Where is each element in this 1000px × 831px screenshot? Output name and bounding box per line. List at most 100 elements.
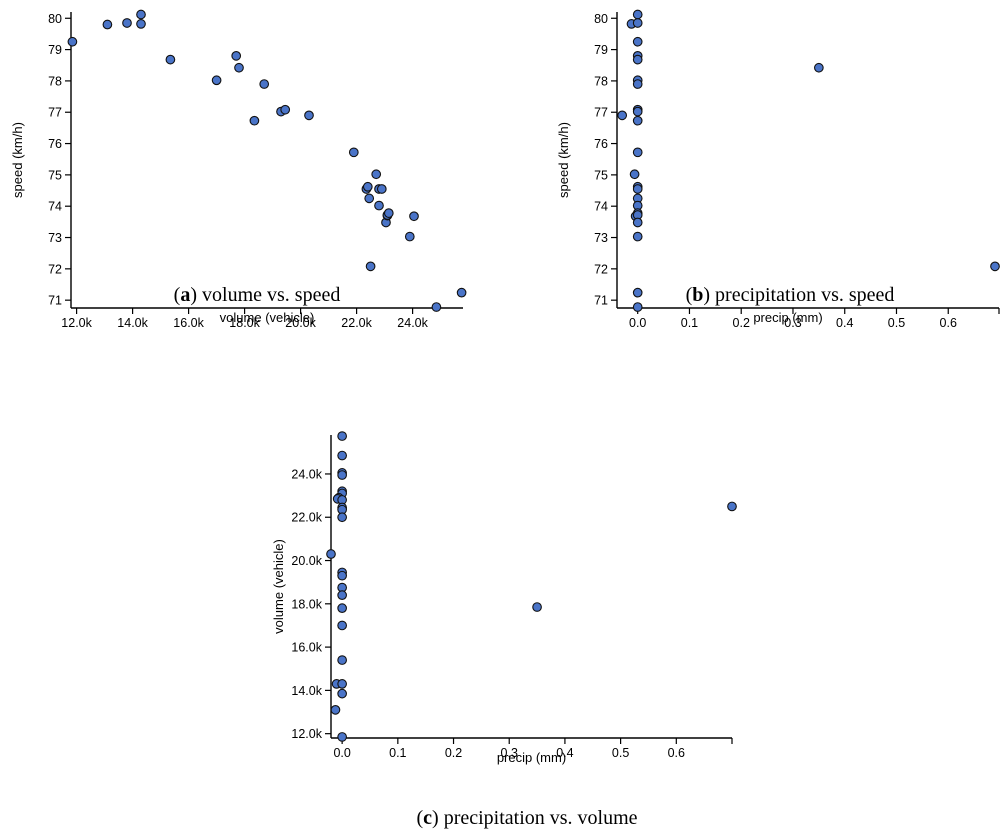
data-point bbox=[337, 431, 347, 441]
x-tick-label: 0.3 bbox=[784, 316, 801, 330]
y-tick-label: 16.0k bbox=[291, 641, 322, 655]
data-point bbox=[337, 590, 347, 601]
data-point bbox=[337, 655, 347, 665]
y-tick-label: 80 bbox=[594, 12, 608, 26]
caption-c: (c) precipitation vs. volume bbox=[416, 807, 637, 829]
y-tick-label: 76 bbox=[594, 137, 608, 151]
data-point bbox=[404, 231, 415, 242]
x-tick-label: 0.6 bbox=[668, 746, 685, 760]
scatter-chart-precip-vs-volume: 0.0 0.1 0.2 0.3 0.4 0.5 0.6 12.0k 14.0k 16.0k 18.0… bbox=[271, 431, 737, 765]
caption-a: (a) volume vs. speed bbox=[174, 284, 341, 306]
data-point bbox=[304, 110, 314, 121]
data-point bbox=[374, 200, 384, 211]
y-tick-label: 74 bbox=[48, 200, 62, 214]
y-axis-title: speed (km/h) bbox=[10, 122, 25, 198]
data-point bbox=[211, 75, 222, 86]
x-axis-title: precip (mm) bbox=[753, 310, 822, 325]
y-tick-label: 79 bbox=[594, 43, 608, 57]
data-point bbox=[337, 620, 347, 631]
caption-b: (b) precipitation vs. speed bbox=[686, 284, 895, 306]
y-tick-label: 18.0k bbox=[291, 597, 322, 611]
x-tick-label: 0.1 bbox=[681, 316, 698, 330]
x-tick-label: 0.4 bbox=[836, 316, 853, 330]
x-tick-label: 0.0 bbox=[629, 316, 646, 330]
data-point bbox=[632, 54, 643, 65]
data-point bbox=[234, 62, 244, 73]
x-tick-label: 14.0k bbox=[117, 316, 148, 330]
x-axis-title: volume (vehicle) bbox=[220, 310, 315, 325]
scatter-chart-precip-vs-speed: 0.0 0.1 0.2 0.3 0.4 0.5 0.6 71 72 73 74 75 76 77 78 79 8… bbox=[556, 9, 1000, 330]
x-tick-label: 0.2 bbox=[445, 746, 462, 760]
data-point bbox=[364, 193, 375, 204]
x-tick-label: 20.0k bbox=[285, 316, 316, 330]
x-tick-label: 0.3 bbox=[501, 746, 518, 760]
data-point bbox=[280, 104, 291, 115]
x-tick-label: 0.1 bbox=[389, 746, 406, 760]
x-tick-label: 16.0k bbox=[173, 316, 204, 330]
data-point bbox=[632, 287, 643, 298]
data-point bbox=[814, 62, 824, 73]
x-tick-label: 24.0k bbox=[397, 316, 428, 330]
data-point bbox=[632, 9, 643, 20]
y-tick-label: 73 bbox=[48, 231, 62, 245]
data-point bbox=[632, 18, 643, 28]
x-tick-label: 12.0k bbox=[61, 316, 92, 330]
data-point bbox=[249, 115, 260, 126]
data-point bbox=[365, 261, 376, 272]
y-tick-label: 12.0k bbox=[291, 727, 322, 741]
scatter-chart-volume-vs-speed: 12.0k 14.0k 16.0k 18.0k 20.0k 22.0k 24.0k 71 72 7… bbox=[10, 9, 467, 330]
data-point bbox=[136, 9, 146, 20]
data-point bbox=[337, 688, 347, 699]
y-tick-label: 77 bbox=[48, 106, 62, 120]
y-tick-label: 71 bbox=[594, 294, 608, 308]
data-point bbox=[632, 231, 643, 242]
data-point bbox=[337, 470, 347, 480]
data-point bbox=[383, 208, 394, 218]
data-point bbox=[122, 18, 132, 28]
data-point bbox=[326, 549, 336, 559]
y-tick-label: 22.0k bbox=[291, 511, 322, 525]
y-tick-label: 72 bbox=[594, 262, 608, 276]
x-tick-label: 0.5 bbox=[888, 316, 905, 330]
data-point bbox=[990, 261, 1000, 272]
x-tick-label: 0.4 bbox=[556, 746, 573, 760]
data-point bbox=[632, 106, 643, 117]
y-tick-label: 78 bbox=[594, 74, 608, 88]
y-tick-label: 20.0k bbox=[291, 554, 322, 568]
data-point bbox=[231, 51, 242, 61]
data-point bbox=[727, 501, 737, 512]
y-tick-label: 72 bbox=[48, 262, 62, 276]
data-point bbox=[456, 287, 467, 298]
data-point bbox=[337, 603, 347, 613]
y-axis-title: volume (vehicle) bbox=[271, 539, 286, 634]
x-tick-label: 18.0k bbox=[229, 316, 260, 330]
data-point bbox=[136, 19, 146, 29]
y-tick-label: 73 bbox=[594, 231, 608, 245]
y-tick-label: 24.0k bbox=[291, 467, 322, 481]
data-point bbox=[632, 79, 643, 89]
x-tick-label: 0.2 bbox=[733, 316, 750, 330]
y-tick-label: 76 bbox=[48, 137, 62, 151]
data-point bbox=[362, 181, 373, 192]
data-point bbox=[337, 570, 347, 581]
data-point bbox=[431, 302, 442, 312]
x-tick-label: 0.6 bbox=[940, 316, 957, 330]
data-point bbox=[532, 602, 542, 612]
data-point bbox=[337, 450, 347, 461]
data-point bbox=[632, 184, 643, 194]
data-point bbox=[165, 54, 176, 65]
data-point bbox=[629, 169, 640, 180]
data-point bbox=[259, 79, 270, 89]
data-point bbox=[632, 302, 643, 312]
y-axis-title: speed (km/h) bbox=[556, 122, 571, 198]
data-point bbox=[409, 211, 419, 222]
y-tick-label: 14.0k bbox=[291, 684, 322, 698]
y-tick-label: 79 bbox=[48, 43, 62, 57]
data-point bbox=[632, 217, 643, 228]
y-tick-label: 77 bbox=[594, 106, 608, 120]
x-tick-label: 0.5 bbox=[612, 746, 629, 760]
y-tick-label: 75 bbox=[594, 168, 608, 182]
y-tick-label: 74 bbox=[594, 200, 608, 214]
data-point bbox=[617, 110, 628, 121]
